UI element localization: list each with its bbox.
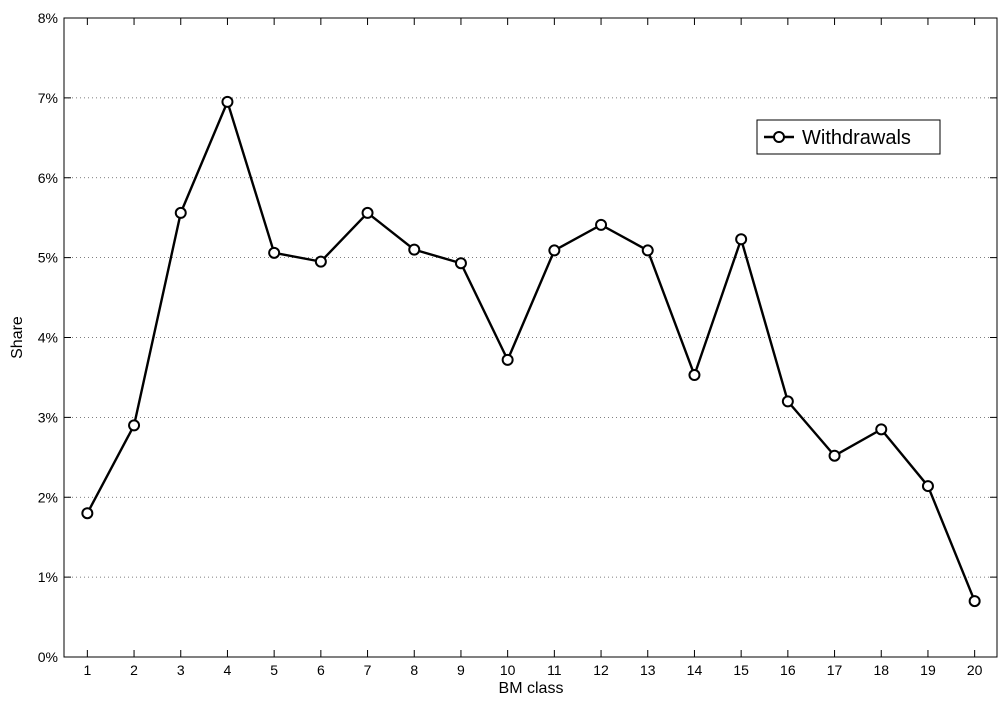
y-tick-label-1: 1%	[38, 569, 58, 585]
x-tick-label-8: 9	[457, 662, 465, 678]
data-point-10	[501, 353, 514, 366]
x-tick-label-0: 1	[83, 662, 91, 678]
x-tick-label-18: 19	[920, 662, 936, 678]
x-tick-label-15: 16	[780, 662, 796, 678]
x-tick-label-14: 15	[733, 662, 749, 678]
y-tick-label-4: 4%	[38, 330, 58, 346]
legend: Withdrawals	[756, 119, 941, 155]
data-point-16	[781, 395, 794, 408]
data-point-20	[968, 595, 981, 608]
series-line-withdrawals	[86, 100, 976, 602]
data-point-9	[454, 257, 467, 270]
data-point-18	[875, 423, 888, 436]
x-tick-label-1: 2	[130, 662, 138, 678]
data-point-11	[548, 244, 561, 257]
y-tick-label-7: 7%	[38, 90, 58, 106]
x-tick-label-12: 13	[640, 662, 656, 678]
data-point-3	[174, 206, 187, 219]
x-tick-label-2: 3	[177, 662, 185, 678]
y-tick-label-5: 5%	[38, 250, 58, 266]
data-point-7	[361, 206, 374, 219]
y-tick-label-3: 3%	[38, 409, 58, 425]
x-tick-label-19: 20	[967, 662, 983, 678]
data-point-13	[641, 244, 654, 257]
grid-lines	[64, 97, 998, 578]
x-tick-label-4: 5	[270, 662, 278, 678]
x-tick-label-6: 7	[364, 662, 372, 678]
legend-marker-sample	[773, 131, 785, 143]
x-tick-labels: 1 2 3 4 5 6 7 8 9 10 11 12 13 14 15 16 17 18 19 20	[83, 662, 982, 678]
data-point-5	[268, 246, 281, 259]
data-point-6	[314, 255, 327, 268]
data-point-15	[735, 233, 748, 246]
y-tick-label-8: 8%	[38, 10, 58, 26]
data-point-1	[81, 507, 94, 520]
data-point-4	[221, 95, 234, 108]
x-tick-label-16: 17	[827, 662, 843, 678]
x-tick-label-10: 11	[547, 662, 562, 678]
data-point-19	[921, 480, 934, 493]
x-tick-label-11: 12	[593, 662, 609, 678]
data-point-14	[688, 369, 701, 382]
axis-ticks	[64, 17, 997, 658]
x-tick-label-9: 10	[500, 662, 516, 678]
y-axis-label: Share	[9, 316, 26, 359]
y-tick-labels: 0% 1% 2% 3% 4% 5% 6% 7% 8%	[38, 10, 58, 665]
data-point-17	[828, 449, 841, 462]
x-tick-label-17: 18	[873, 662, 889, 678]
data-point-8	[408, 243, 421, 256]
x-tick-label-3: 4	[224, 662, 232, 678]
y-tick-label-6: 6%	[38, 170, 58, 186]
plot-frame	[63, 17, 998, 658]
y-tick-label-0: 0%	[38, 649, 58, 665]
data-point-12	[595, 218, 608, 231]
data-point-2	[128, 419, 141, 432]
series-markers	[81, 95, 981, 608]
x-axis-label: BM class	[499, 680, 564, 697]
x-tick-label-5: 6	[317, 662, 325, 678]
x-tick-label-13: 14	[687, 662, 703, 678]
x-tick-label-7: 8	[410, 662, 418, 678]
legend-entry-withdrawals: Withdrawals	[802, 127, 911, 149]
y-tick-label-2: 2%	[38, 489, 58, 505]
